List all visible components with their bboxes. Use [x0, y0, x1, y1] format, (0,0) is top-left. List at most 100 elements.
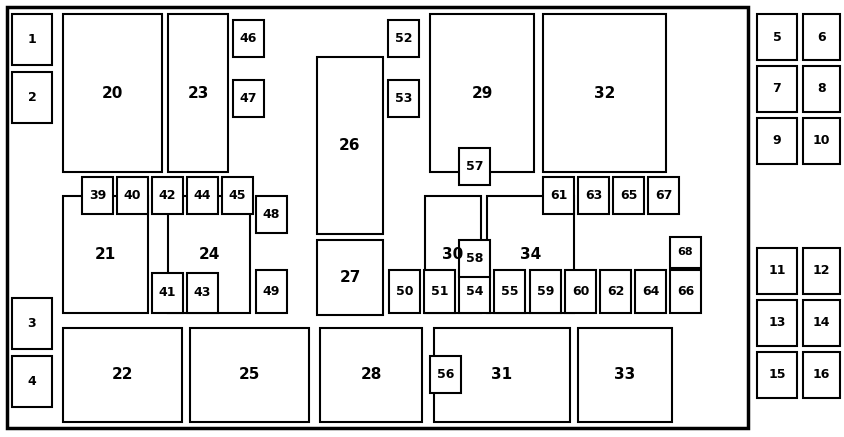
Bar	[802, 14, 839, 60]
Bar	[63, 328, 181, 422]
Text: 65: 65	[619, 189, 636, 202]
Text: 7: 7	[771, 83, 781, 96]
Bar	[802, 248, 839, 294]
Bar	[599, 270, 630, 313]
Text: 63: 63	[584, 189, 602, 202]
Text: 45: 45	[229, 189, 246, 202]
Text: 60: 60	[571, 285, 588, 298]
Bar	[565, 270, 595, 313]
Bar	[430, 356, 461, 393]
Text: 31: 31	[491, 368, 512, 382]
Bar	[82, 177, 113, 214]
Bar	[222, 177, 252, 214]
Text: 23: 23	[187, 86, 208, 101]
Text: 32: 32	[593, 86, 614, 101]
Bar	[430, 14, 533, 172]
Text: 58: 58	[465, 252, 483, 265]
Text: 55: 55	[500, 285, 517, 298]
Bar	[634, 270, 665, 313]
Text: 64: 64	[641, 285, 658, 298]
Bar	[63, 14, 162, 172]
Bar	[12, 356, 52, 407]
Bar	[577, 328, 671, 422]
Text: 27: 27	[339, 270, 360, 285]
Bar	[756, 66, 796, 112]
Bar	[168, 196, 250, 313]
Bar	[387, 20, 419, 57]
Text: 26: 26	[338, 138, 360, 153]
Bar	[458, 148, 490, 185]
Bar	[647, 177, 679, 214]
Text: 33: 33	[614, 368, 635, 382]
Bar	[458, 270, 490, 313]
Bar	[63, 196, 148, 313]
Text: 53: 53	[394, 92, 412, 105]
Bar	[152, 273, 183, 313]
Bar	[458, 240, 490, 277]
Text: 34: 34	[519, 247, 540, 262]
Text: 21: 21	[95, 247, 116, 262]
Text: 48: 48	[262, 208, 280, 221]
Bar	[187, 177, 218, 214]
Bar	[802, 300, 839, 346]
Text: 2: 2	[28, 91, 36, 104]
Text: 57: 57	[465, 160, 483, 173]
Text: 5: 5	[771, 31, 781, 44]
Bar	[543, 177, 573, 214]
Bar	[116, 177, 148, 214]
Text: 54: 54	[465, 285, 483, 298]
Bar	[152, 177, 183, 214]
Bar	[256, 270, 287, 313]
Text: 11: 11	[767, 264, 785, 277]
Bar	[233, 20, 263, 57]
Bar	[425, 196, 480, 313]
Text: 16: 16	[812, 368, 829, 382]
Bar	[256, 196, 287, 233]
Text: 1: 1	[28, 33, 36, 46]
Text: 25: 25	[239, 368, 260, 382]
Bar	[316, 57, 382, 234]
Text: 43: 43	[193, 287, 211, 299]
Text: 39: 39	[89, 189, 106, 202]
Text: 62: 62	[606, 285, 624, 298]
Bar	[802, 66, 839, 112]
Bar	[320, 328, 421, 422]
Text: 44: 44	[193, 189, 211, 202]
Text: 68: 68	[677, 247, 692, 257]
Bar	[486, 196, 573, 313]
Bar	[802, 352, 839, 398]
Text: 10: 10	[812, 135, 830, 148]
Text: 14: 14	[812, 316, 830, 329]
Bar	[12, 298, 52, 349]
Bar	[756, 352, 796, 398]
Bar	[388, 270, 419, 313]
Text: 51: 51	[430, 285, 447, 298]
Text: 6: 6	[816, 31, 825, 44]
Text: 56: 56	[436, 368, 454, 381]
Bar	[577, 177, 609, 214]
Text: 42: 42	[159, 189, 176, 202]
Text: 28: 28	[360, 368, 381, 382]
Bar	[187, 273, 218, 313]
Bar	[12, 14, 52, 65]
Text: 67: 67	[654, 189, 671, 202]
Text: 24: 24	[198, 247, 219, 262]
Text: 22: 22	[111, 368, 133, 382]
Bar	[233, 80, 263, 117]
Text: 59: 59	[536, 285, 554, 298]
Bar	[190, 328, 309, 422]
Bar	[7, 7, 747, 428]
Bar	[387, 80, 419, 117]
Text: 4: 4	[28, 375, 36, 388]
Bar	[802, 118, 839, 164]
Bar	[316, 240, 382, 315]
Bar	[529, 270, 560, 313]
Text: 13: 13	[767, 316, 785, 329]
Bar	[756, 248, 796, 294]
Text: 47: 47	[240, 92, 257, 105]
Text: 40: 40	[123, 189, 141, 202]
Bar	[168, 14, 228, 172]
Bar	[494, 270, 524, 313]
Bar	[424, 270, 454, 313]
Text: 49: 49	[262, 285, 280, 298]
